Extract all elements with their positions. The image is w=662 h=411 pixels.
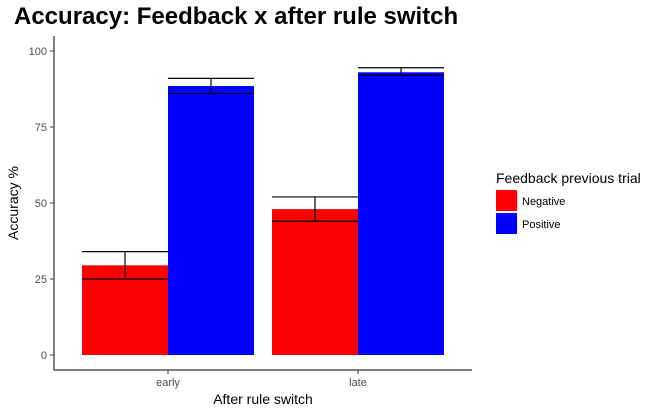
y-tick-label: 100 <box>29 46 47 58</box>
bar-negative-late <box>272 209 358 355</box>
bars-layer <box>82 72 444 356</box>
legend-key-positive <box>496 213 517 234</box>
y-ticks: 0 25 50 75 100 <box>29 46 54 362</box>
error-bar-positive-late <box>358 67 444 76</box>
legend-key-negative <box>496 190 517 211</box>
error-bar-negative-early <box>82 251 168 280</box>
chart-title: Accuracy: Feedback x after rule switch <box>14 3 459 30</box>
y-axis-title: Accuracy % <box>5 166 21 240</box>
error-bar-negative-late <box>272 196 358 222</box>
y-tick-label: 25 <box>35 274 47 286</box>
y-tick-label: 0 <box>41 350 47 362</box>
y-tick-label: 75 <box>35 122 47 134</box>
error-bars-layer <box>82 67 444 280</box>
error-bar-positive-early <box>168 77 254 95</box>
y-tick-label: 50 <box>35 198 47 210</box>
bar-positive-late <box>358 72 444 355</box>
x-ticks: early late <box>156 370 367 389</box>
x-tick-label: early <box>156 377 180 389</box>
bar-positive-early <box>168 85 254 356</box>
legend: Feedback previous trial Negative Positive <box>496 170 641 234</box>
bar-negative-early <box>82 265 168 355</box>
legend-label-negative: Negative <box>522 196 565 208</box>
legend-label-positive: Positive <box>522 219 561 231</box>
legend-title: Feedback previous trial <box>496 170 641 186</box>
x-tick-label: late <box>349 377 367 389</box>
x-axis-title: After rule switch <box>213 391 313 407</box>
